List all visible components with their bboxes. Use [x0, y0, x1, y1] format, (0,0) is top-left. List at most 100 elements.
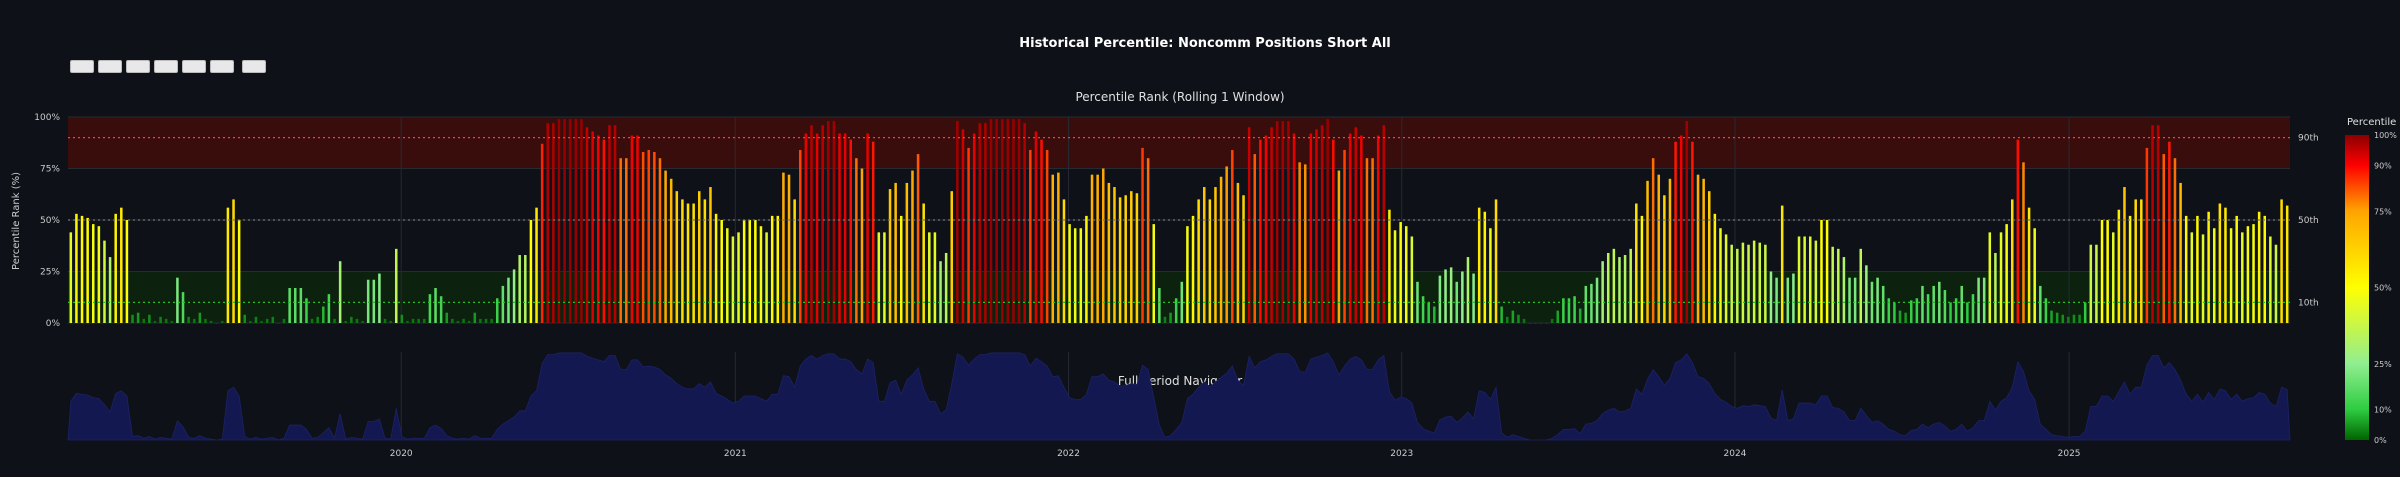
bar [1954, 298, 1958, 323]
bar [1455, 281, 1459, 323]
bar [1101, 168, 1105, 323]
bar [608, 125, 611, 324]
bar [1315, 129, 1318, 323]
bar [1152, 224, 1156, 323]
bar [916, 154, 920, 323]
bar [1713, 213, 1717, 323]
bar [1881, 285, 1885, 323]
bar [1752, 240, 1756, 323]
bar [366, 279, 370, 323]
bar [1057, 172, 1060, 323]
bar [383, 318, 387, 323]
colorbar-tick-label: 0% [2374, 436, 2387, 445]
bar [1461, 271, 1464, 323]
bar [568, 119, 572, 323]
bar [1427, 302, 1430, 323]
toolbar-button-2[interactable] [98, 60, 122, 73]
colorbar-tick-label: 25% [2374, 360, 2392, 369]
bar [776, 215, 780, 323]
bar [1730, 244, 1733, 323]
bar [1287, 121, 1290, 324]
bar [950, 191, 954, 323]
toolbar-button-3[interactable] [126, 60, 150, 73]
bar [462, 318, 465, 323]
bar [439, 296, 443, 323]
bar [849, 139, 853, 323]
bar [1646, 180, 1649, 323]
colorbar-tick-label: 10% [2374, 406, 2392, 415]
bar [1096, 174, 1099, 323]
bar [1562, 298, 1565, 323]
bar [1376, 135, 1380, 323]
toolbar-button-5[interactable] [182, 60, 206, 73]
bar [1870, 281, 1874, 323]
bar [1848, 277, 1851, 323]
bar [305, 298, 308, 323]
bar [1926, 294, 1930, 323]
toolbar-button-4[interactable] [154, 60, 178, 73]
bar [310, 318, 314, 323]
bar [647, 149, 651, 323]
toolbar-button-6[interactable] [210, 60, 234, 73]
bar [961, 129, 965, 323]
bar [108, 257, 112, 323]
chart-title: Historical Percentile: Noncomm Positions… [1019, 36, 1391, 51]
bar [209, 320, 213, 323]
bar [1079, 228, 1083, 323]
bar [1062, 199, 1066, 323]
toolbar-button-1[interactable] [70, 60, 94, 73]
bar [1337, 170, 1341, 323]
bar [1898, 310, 1902, 323]
bar [1663, 195, 1666, 323]
y-axis-label: Percentile Rank (%) [11, 172, 22, 270]
bar [1275, 121, 1279, 324]
bar [1966, 302, 1969, 323]
bar [1444, 269, 1447, 323]
bar [2229, 228, 2233, 323]
bar [243, 314, 247, 323]
bar [2224, 207, 2227, 323]
bar [1404, 226, 1408, 323]
bar [282, 318, 286, 323]
bar [585, 127, 589, 323]
bar [372, 279, 376, 323]
bar [1601, 261, 1604, 323]
bar [327, 294, 331, 323]
bar [1775, 277, 1778, 323]
colorbar [2345, 135, 2369, 440]
navigator-area[interactable] [67, 352, 2291, 441]
bar [1915, 298, 1919, 323]
bar [911, 170, 914, 323]
bar [2263, 215, 2267, 323]
bar [1124, 195, 1127, 323]
bar [602, 139, 606, 323]
bar [1242, 195, 1245, 323]
bar [1449, 267, 1453, 323]
bar [1348, 133, 1352, 323]
bar [1326, 119, 1329, 323]
bar [406, 320, 409, 323]
bar [467, 320, 471, 323]
bar [1859, 248, 1863, 323]
bar [939, 261, 942, 323]
bar [1691, 141, 1694, 323]
bar [798, 149, 802, 323]
bar [2168, 141, 2171, 323]
bar [529, 220, 533, 323]
bar [1270, 127, 1273, 323]
bar [641, 152, 645, 323]
bar [1489, 228, 1492, 323]
bar [1332, 139, 1335, 323]
bar [1107, 182, 1111, 323]
bar [2145, 147, 2149, 323]
bar [1921, 285, 1924, 323]
bar [1949, 302, 1952, 323]
bar [2123, 187, 2126, 323]
toolbar-button-7[interactable] [242, 60, 266, 73]
bar [669, 178, 673, 323]
y-tick-label: 50% [40, 216, 60, 226]
bar [2033, 228, 2036, 323]
bar [1320, 125, 1324, 324]
bar [136, 312, 140, 323]
bar [80, 215, 84, 323]
